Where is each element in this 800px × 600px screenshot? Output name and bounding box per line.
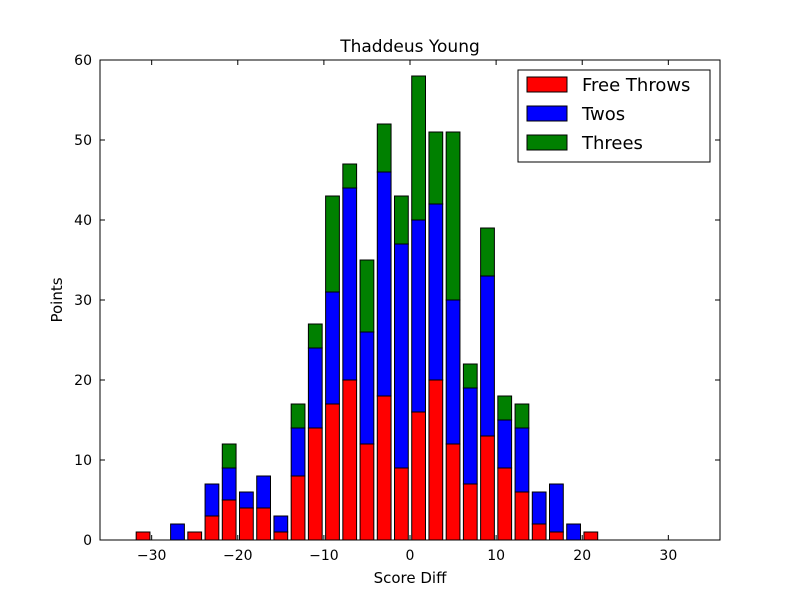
bar-free-throws bbox=[273, 531, 289, 541]
x-tick-label: −10 bbox=[309, 548, 339, 564]
bar-twos bbox=[531, 491, 547, 525]
bar-free-throws bbox=[187, 531, 203, 541]
bar-twos bbox=[428, 203, 444, 381]
y-tick-label: 40 bbox=[74, 213, 92, 229]
bar-free-throws bbox=[135, 531, 151, 541]
bar-threes bbox=[325, 195, 340, 293]
bar-threes bbox=[480, 227, 495, 277]
legend-label: Twos bbox=[581, 104, 625, 125]
bar-free-throws bbox=[239, 507, 254, 541]
y-tick-label: 20 bbox=[74, 373, 92, 389]
bar-threes bbox=[514, 403, 530, 429]
bar-threes bbox=[462, 363, 478, 389]
bar-free-throws bbox=[221, 499, 237, 541]
bar-threes bbox=[359, 259, 375, 333]
y-tick-label: 30 bbox=[74, 293, 92, 309]
bar-threes bbox=[411, 75, 427, 221]
y-tick-label: 0 bbox=[83, 533, 92, 549]
bars bbox=[135, 75, 599, 541]
y-tick-label: 60 bbox=[74, 53, 92, 69]
legend-swatch bbox=[526, 134, 568, 151]
bar-threes bbox=[497, 395, 513, 421]
bar-threes bbox=[394, 195, 409, 245]
bar-free-throws bbox=[514, 491, 530, 541]
bar-free-throws bbox=[411, 411, 427, 541]
legend: Free Throws Twos Threes bbox=[517, 69, 711, 163]
bar-threes bbox=[221, 443, 237, 469]
bar-twos bbox=[239, 491, 254, 509]
bar-free-throws bbox=[342, 379, 358, 541]
bar-free-throws bbox=[394, 467, 409, 541]
bar-free-throws bbox=[325, 403, 340, 541]
y-axis-label: Points bbox=[48, 277, 66, 322]
bar-threes bbox=[445, 131, 461, 301]
bar-free-throws bbox=[376, 395, 392, 541]
x-tick-label: 10 bbox=[487, 548, 505, 564]
bar-twos bbox=[325, 291, 340, 405]
bar-free-throws bbox=[359, 443, 375, 541]
x-tick-label: −30 bbox=[137, 548, 167, 564]
bar-twos bbox=[394, 243, 409, 469]
bar-twos bbox=[480, 275, 495, 437]
bar-twos bbox=[221, 467, 237, 501]
bar-threes bbox=[376, 123, 392, 173]
bar-free-throws bbox=[307, 427, 323, 541]
bar-free-throws bbox=[549, 531, 564, 541]
bar-twos bbox=[549, 483, 564, 533]
bar-twos bbox=[342, 187, 358, 381]
bar-free-throws bbox=[204, 515, 220, 541]
legend-label: Threes bbox=[581, 133, 643, 154]
x-axis-label: Score Diff bbox=[374, 569, 447, 587]
bar-threes bbox=[428, 131, 444, 205]
legend-swatch bbox=[526, 105, 568, 122]
bar-twos bbox=[170, 523, 185, 541]
y-tick-label: 50 bbox=[74, 133, 92, 149]
bar-twos bbox=[359, 331, 375, 445]
bar-free-throws bbox=[428, 379, 444, 541]
bar-twos bbox=[445, 299, 461, 445]
y-tick-label: 10 bbox=[74, 453, 92, 469]
bar-twos bbox=[411, 219, 427, 413]
bar-threes bbox=[307, 323, 323, 349]
chart-title: Thaddeus Young bbox=[339, 37, 480, 57]
bar-free-throws bbox=[445, 443, 461, 541]
legend-swatch bbox=[526, 76, 568, 93]
bar-free-throws bbox=[462, 483, 478, 541]
bar-twos bbox=[497, 419, 513, 469]
bar-free-throws bbox=[497, 467, 513, 541]
bar-twos bbox=[290, 427, 306, 477]
x-tick-label: 0 bbox=[406, 548, 415, 564]
x-tick-label: 20 bbox=[573, 548, 591, 564]
bar-threes bbox=[290, 403, 306, 429]
bar-free-throws bbox=[256, 507, 272, 541]
bar-twos bbox=[273, 515, 289, 533]
bar-twos bbox=[376, 171, 392, 397]
axis-ticks: −30 −20 −10 0 10 20 30 0 10 20 30 40 50 60 bbox=[74, 53, 720, 564]
legend-label: Free Throws bbox=[582, 75, 690, 96]
x-tick-label: 30 bbox=[659, 548, 677, 564]
x-tick-label: −20 bbox=[223, 548, 253, 564]
bar-free-throws bbox=[480, 435, 495, 541]
bar-twos bbox=[514, 427, 530, 493]
bar-threes bbox=[342, 163, 358, 189]
bar-free-throws bbox=[290, 475, 306, 541]
bar-twos bbox=[204, 483, 220, 517]
bar-twos bbox=[566, 523, 581, 541]
bar-free-throws bbox=[531, 523, 547, 541]
bar-twos bbox=[462, 387, 478, 485]
bar-twos bbox=[256, 475, 272, 509]
bar-twos bbox=[307, 347, 323, 429]
bar-free-throws bbox=[583, 531, 599, 541]
